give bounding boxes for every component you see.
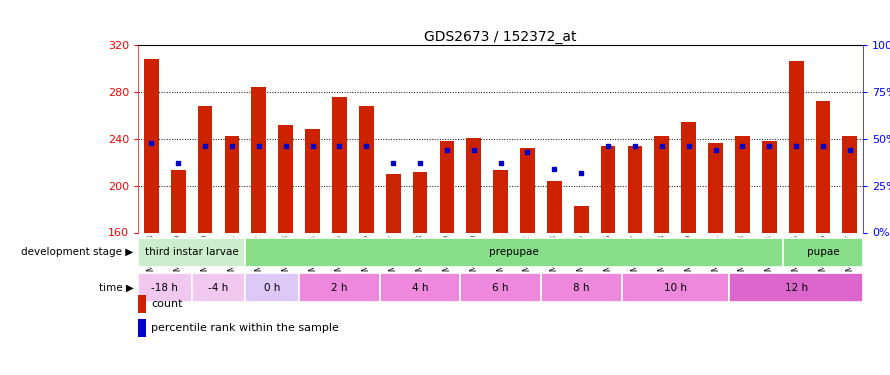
Bar xyxy=(380,273,460,302)
Text: 8 h: 8 h xyxy=(573,283,589,293)
Bar xyxy=(246,273,299,302)
Bar xyxy=(815,101,830,232)
Text: count: count xyxy=(151,299,182,309)
Bar xyxy=(627,146,643,232)
Bar xyxy=(654,136,669,232)
Bar xyxy=(359,106,374,232)
Bar xyxy=(843,136,857,232)
Bar xyxy=(621,273,729,302)
Bar xyxy=(246,238,782,267)
Text: -18 h: -18 h xyxy=(151,283,178,293)
Bar xyxy=(279,124,293,232)
Bar xyxy=(138,273,191,302)
Bar xyxy=(520,148,535,232)
Text: pupae: pupae xyxy=(806,247,839,257)
Bar xyxy=(144,59,158,232)
Bar xyxy=(299,273,380,302)
Bar xyxy=(198,106,213,232)
Text: time ▶: time ▶ xyxy=(99,283,134,293)
Bar xyxy=(782,238,863,267)
Bar xyxy=(252,87,266,232)
Bar xyxy=(332,97,347,232)
Text: prepupae: prepupae xyxy=(490,247,539,257)
Bar xyxy=(171,170,186,232)
Bar xyxy=(762,141,777,232)
Bar xyxy=(708,144,723,232)
Bar xyxy=(385,174,400,232)
Text: -4 h: -4 h xyxy=(208,283,229,293)
Text: 0 h: 0 h xyxy=(264,283,280,293)
Bar xyxy=(138,295,146,313)
Bar xyxy=(574,206,588,232)
Bar xyxy=(541,273,621,302)
Bar xyxy=(138,238,246,267)
Bar xyxy=(601,146,616,232)
Title: GDS2673 / 152372_at: GDS2673 / 152372_at xyxy=(425,30,577,44)
Text: percentile rank within the sample: percentile rank within the sample xyxy=(151,323,339,333)
Bar xyxy=(681,122,696,232)
Text: 12 h: 12 h xyxy=(785,283,808,293)
Bar xyxy=(191,273,246,302)
Text: 10 h: 10 h xyxy=(664,283,687,293)
Bar xyxy=(413,172,427,232)
Bar xyxy=(547,181,562,232)
Bar xyxy=(305,129,320,232)
Bar xyxy=(735,136,749,232)
Text: third instar larvae: third instar larvae xyxy=(145,247,239,257)
Bar xyxy=(789,62,804,232)
Bar xyxy=(224,136,239,232)
Bar xyxy=(440,141,454,232)
Bar xyxy=(493,170,508,232)
Text: 2 h: 2 h xyxy=(331,283,348,293)
Text: development stage ▶: development stage ▶ xyxy=(21,247,134,257)
Bar xyxy=(138,319,146,337)
Bar xyxy=(460,273,541,302)
Bar xyxy=(729,273,863,302)
Text: 4 h: 4 h xyxy=(412,283,428,293)
Bar xyxy=(466,138,481,232)
Text: 6 h: 6 h xyxy=(492,283,509,293)
